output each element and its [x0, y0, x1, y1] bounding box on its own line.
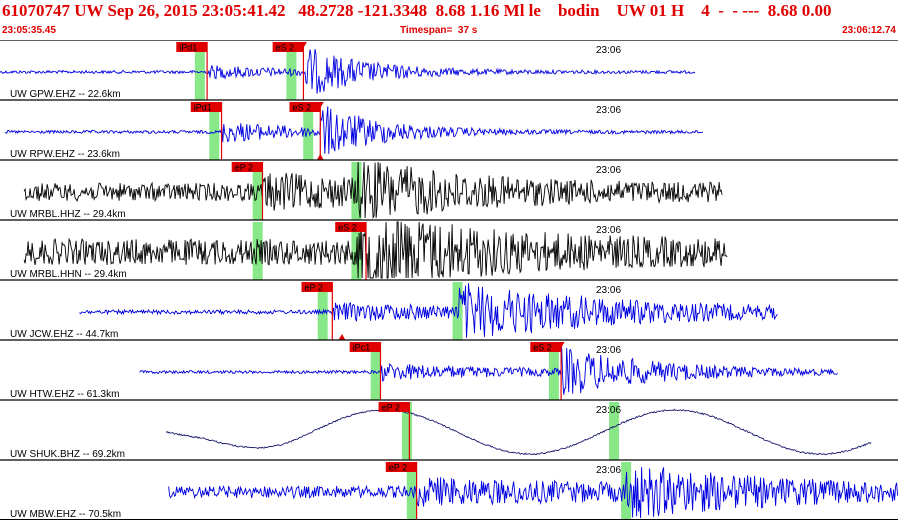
pick-flag[interactable] — [378, 402, 410, 412]
up-marker-icon — [316, 154, 324, 160]
pick-label: eP 2 — [389, 463, 407, 473]
trace-panel[interactable]: iPc1 eS 2 23:06 UW HTW.EHZ -- 61.3km — [0, 339, 898, 400]
pick-label: eS 2 — [292, 103, 311, 113]
timespan-label: Timespan= 37 s — [400, 25, 478, 36]
pick-label: eS 2 — [276, 43, 295, 53]
seismogram-panel[interactable]: iPd1 eS 2 23:06 UW GPW.EHZ -- 22.6km iPd1 eS … — [0, 40, 898, 520]
pick-label: eS 2 — [533, 343, 552, 353]
time-tick-label: 23:06 — [596, 285, 621, 296]
trace-panel[interactable]: eP 2 23:06 UW JCW.EHZ -- 44.7km — [0, 279, 898, 340]
time-tick-label: 23:06 — [596, 225, 621, 236]
waveform-trace — [23, 221, 728, 279]
pick-marker-icon — [299, 42, 307, 48]
pick-window — [621, 462, 632, 520]
trace-panel[interactable]: eP 2 23:06 UW MBW.EHZ -- 70.5km — [0, 459, 898, 520]
up-marker-icon — [338, 334, 346, 340]
channel-label: UW RPW.EHZ -- 23.6km — [10, 149, 120, 160]
pick-label: eP 2 — [382, 403, 400, 413]
pick-window — [303, 102, 314, 160]
start-time-label: 23:05:35.45 — [2, 25, 56, 36]
channel-label: UW MBW.EHZ -- 70.5km — [10, 509, 121, 520]
event-title: 61070747 UW Sep 26, 2015 23:05:41.42 48.… — [2, 1, 832, 20]
pick-label: eP 2 — [305, 283, 323, 293]
waveform-trace — [139, 347, 839, 395]
time-tick-label: 23:06 — [596, 465, 621, 476]
pick-window — [370, 342, 381, 400]
pick-label: iPc1 — [353, 343, 371, 353]
time-tick-label: 23:06 — [596, 105, 621, 116]
pick-window — [252, 162, 263, 220]
header-bar: 61070747 UW Sep 26, 2015 23:05:41.42 48.… — [0, 0, 898, 40]
pick-flag[interactable] — [190, 102, 222, 112]
trace-panel[interactable]: eP 2 23:06 UW SHUK.BHZ -- 69.2km — [0, 399, 898, 460]
pick-window — [252, 222, 263, 280]
trace-panel[interactable]: eP 2 23:06 UW MRBL.HHZ -- 29.4km — [0, 159, 898, 220]
pick-flag[interactable] — [301, 282, 333, 292]
waveform-trace — [79, 283, 778, 338]
pick-window — [286, 42, 297, 100]
pick-flag[interactable] — [335, 222, 367, 232]
pick-label: iPd1 — [194, 103, 212, 113]
waveform-trace — [165, 408, 872, 456]
pick-flag[interactable] — [289, 102, 321, 112]
channel-label: UW GPW.EHZ -- 22.6km — [10, 89, 121, 100]
end-time-label: 23:06:12.74 — [842, 25, 896, 36]
time-tick-label: 23:06 — [596, 345, 621, 356]
pick-window — [609, 402, 620, 460]
pick-window — [452, 282, 463, 340]
pick-flag[interactable] — [385, 462, 417, 472]
pick-marker-icon — [316, 102, 324, 108]
pick-marker-icon — [557, 342, 565, 348]
pick-label: eP 2 — [235, 163, 253, 173]
channel-label: UW SHUK.BHZ -- 69.2km — [10, 449, 125, 460]
pick-label: eS 2 — [338, 223, 357, 233]
trace-panel[interactable]: iPd1 eS 2 23:06 UW GPW.EHZ -- 22.6km — [0, 40, 898, 100]
time-tick-label: 23:06 — [596, 165, 621, 176]
waveform-trace — [168, 467, 898, 519]
trace-panel[interactable]: eS 2 23:06 UW MRBL.HHN -- 29.4km — [0, 219, 898, 280]
pick-window — [209, 102, 220, 160]
pick-flag[interactable] — [349, 342, 381, 352]
pick-window — [401, 402, 412, 460]
pick-flag[interactable] — [530, 342, 562, 352]
waveform-trace — [23, 161, 723, 220]
pick-flag[interactable] — [176, 42, 208, 52]
pick-window — [351, 162, 362, 220]
channel-label: UW MRBL.HHN -- 29.4km — [10, 269, 127, 280]
channel-label: UW MRBL.HHZ -- 29.4km — [10, 209, 126, 220]
time-tick-label: 23:06 — [596, 405, 621, 416]
channel-label: UW JCW.EHZ -- 44.7km — [10, 329, 118, 340]
waveform-trace — [4, 106, 704, 154]
pick-flag[interactable] — [231, 162, 263, 172]
trace-panel[interactable]: iPd1 eS 2 23:06 UW RPW.EHZ -- 23.6km — [0, 99, 898, 160]
time-tick-label: 23:06 — [596, 45, 621, 56]
pick-label: iPd1 — [179, 43, 197, 53]
pick-flag[interactable] — [272, 42, 304, 52]
waveform-trace — [0, 49, 696, 94]
channel-label: UW HTW.EHZ -- 61.3km — [10, 389, 119, 400]
pick-window — [194, 42, 205, 100]
pick-window — [317, 282, 328, 340]
